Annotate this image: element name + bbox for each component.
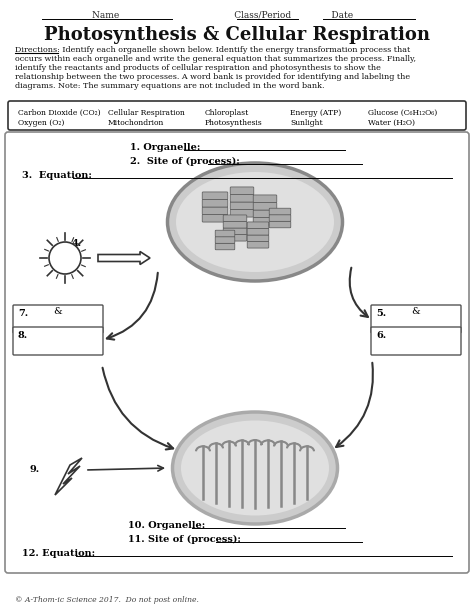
Text: Carbon Dioxide (CO₂): Carbon Dioxide (CO₂) — [18, 109, 100, 117]
FancyBboxPatch shape — [253, 195, 277, 202]
Text: 4.: 4. — [72, 238, 82, 248]
FancyBboxPatch shape — [202, 207, 228, 215]
FancyBboxPatch shape — [8, 101, 466, 130]
FancyBboxPatch shape — [230, 202, 254, 210]
Text: 9.: 9. — [30, 465, 40, 474]
Text: 5.: 5. — [376, 308, 386, 318]
Text: Glucose (C₆H₁₂O₆): Glucose (C₆H₁₂O₆) — [368, 109, 437, 117]
Text: 11. Site of (process):: 11. Site of (process): — [128, 535, 241, 544]
Text: 7.: 7. — [18, 308, 28, 318]
FancyBboxPatch shape — [230, 210, 254, 217]
Text: Mitochondrion: Mitochondrion — [108, 119, 164, 127]
FancyBboxPatch shape — [5, 132, 469, 573]
Ellipse shape — [181, 421, 329, 516]
FancyBboxPatch shape — [202, 192, 228, 200]
FancyBboxPatch shape — [223, 228, 247, 235]
Text: 10. Organelle:: 10. Organelle: — [128, 520, 205, 530]
FancyBboxPatch shape — [253, 218, 277, 225]
FancyBboxPatch shape — [215, 237, 235, 243]
FancyBboxPatch shape — [269, 215, 291, 221]
Text: 12. Equation:: 12. Equation: — [22, 549, 95, 557]
FancyBboxPatch shape — [13, 327, 103, 355]
Ellipse shape — [176, 172, 334, 272]
Polygon shape — [55, 458, 82, 495]
FancyBboxPatch shape — [371, 327, 461, 355]
Text: Oxygen (O₂): Oxygen (O₂) — [18, 119, 64, 127]
FancyBboxPatch shape — [269, 221, 291, 228]
FancyBboxPatch shape — [215, 230, 235, 237]
FancyArrowPatch shape — [350, 268, 368, 317]
Text: Name                                        Class/Period              Date: Name Class/Period Date — [92, 10, 382, 20]
FancyBboxPatch shape — [215, 243, 235, 250]
FancyBboxPatch shape — [253, 202, 277, 210]
FancyBboxPatch shape — [223, 215, 247, 221]
FancyBboxPatch shape — [202, 215, 228, 222]
FancyBboxPatch shape — [247, 222, 269, 229]
Text: © A-Thom-ic Science 2017.  Do not post online.: © A-Thom-ic Science 2017. Do not post on… — [15, 596, 199, 604]
Text: Photosynthesis & Cellular Respiration: Photosynthesis & Cellular Respiration — [44, 26, 430, 44]
FancyArrowPatch shape — [102, 368, 173, 449]
FancyBboxPatch shape — [253, 210, 277, 218]
FancyBboxPatch shape — [247, 229, 269, 235]
FancyBboxPatch shape — [247, 242, 269, 248]
Text: Cellular Respiration: Cellular Respiration — [108, 109, 185, 117]
Text: 8.: 8. — [18, 330, 28, 340]
FancyArrowPatch shape — [336, 363, 373, 447]
Text: occurs within each organelle and write the general equation that summarizes the : occurs within each organelle and write t… — [15, 55, 416, 63]
Text: 1. Organelle:: 1. Organelle: — [130, 142, 201, 151]
FancyBboxPatch shape — [202, 199, 228, 207]
Text: 2.  Site of (process):: 2. Site of (process): — [130, 156, 240, 166]
FancyBboxPatch shape — [223, 234, 247, 241]
FancyBboxPatch shape — [371, 305, 461, 333]
Text: &: & — [54, 308, 63, 316]
FancyBboxPatch shape — [13, 305, 103, 333]
Text: identify the reactants and products of cellular respiration and photosynthesis t: identify the reactants and products of c… — [15, 64, 381, 72]
Circle shape — [49, 242, 81, 274]
FancyArrowPatch shape — [107, 273, 158, 340]
Ellipse shape — [173, 412, 337, 524]
Text: diagrams. Note: The summary equations are not included in the word bank.: diagrams. Note: The summary equations ar… — [15, 82, 325, 90]
Text: relationship between the two processes. A word bank is provided for identifying : relationship between the two processes. … — [15, 73, 410, 81]
FancyArrowPatch shape — [88, 465, 164, 471]
FancyBboxPatch shape — [230, 187, 254, 194]
Text: 3.  Equation:: 3. Equation: — [22, 170, 92, 180]
Text: 6.: 6. — [376, 330, 386, 340]
FancyBboxPatch shape — [223, 221, 247, 228]
FancyArrow shape — [98, 251, 150, 264]
Text: Photosynthesis: Photosynthesis — [205, 119, 263, 127]
FancyBboxPatch shape — [230, 194, 254, 202]
Text: Chloroplast: Chloroplast — [205, 109, 249, 117]
Text: Water (H₂O): Water (H₂O) — [368, 119, 415, 127]
Text: Energy (ATP): Energy (ATP) — [290, 109, 341, 117]
FancyBboxPatch shape — [247, 235, 269, 242]
Text: Sunlight: Sunlight — [290, 119, 323, 127]
Text: &: & — [411, 308, 420, 316]
Text: Directions: Identify each organelle shown below. Identify the energy transformat: Directions: Identify each organelle show… — [15, 46, 410, 54]
FancyBboxPatch shape — [269, 208, 291, 215]
Ellipse shape — [167, 163, 343, 281]
